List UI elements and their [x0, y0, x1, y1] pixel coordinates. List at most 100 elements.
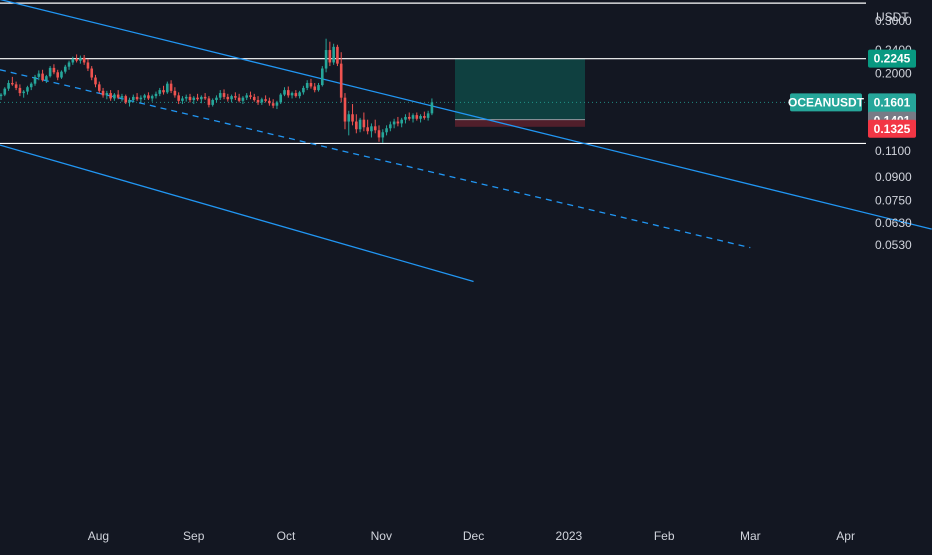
candle[interactable]: [124, 94, 128, 105]
candle[interactable]: [370, 123, 373, 138]
candle[interactable]: [101, 87, 105, 98]
candle[interactable]: [52, 64, 56, 75]
candle[interactable]: [29, 82, 33, 91]
candle[interactable]: [260, 97, 264, 105]
candle[interactable]: [211, 98, 214, 107]
candle[interactable]: [286, 86, 290, 98]
candle[interactable]: [196, 93, 199, 101]
candle[interactable]: [37, 70, 41, 81]
candle[interactable]: [26, 85, 29, 95]
candle[interactable]: [347, 110, 351, 136]
candle[interactable]: [215, 95, 218, 103]
candle[interactable]: [184, 94, 188, 102]
candle[interactable]: [200, 95, 203, 104]
candle[interactable]: [192, 96, 196, 105]
candle[interactable]: [143, 93, 146, 101]
channel-middle-line[interactable]: [0, 69, 751, 249]
candle[interactable]: [3, 87, 7, 97]
candle[interactable]: [283, 87, 286, 97]
candle[interactable]: [362, 112, 366, 132]
candle[interactable]: [423, 111, 426, 120]
candle[interactable]: [336, 44, 339, 67]
candle[interactable]: [105, 90, 109, 100]
candle[interactable]: [97, 81, 101, 94]
candle[interactable]: [302, 85, 305, 95]
candle[interactable]: [45, 74, 48, 83]
candle[interactable]: [389, 121, 392, 132]
candle[interactable]: [113, 93, 116, 101]
candle[interactable]: [317, 82, 320, 92]
candle[interactable]: [294, 90, 298, 98]
candle[interactable]: [181, 96, 184, 105]
candle[interactable]: [313, 82, 317, 93]
candle[interactable]: [385, 125, 388, 136]
candle[interactable]: [75, 54, 78, 63]
candle[interactable]: [234, 92, 237, 101]
candle[interactable]: [109, 90, 112, 101]
candle[interactable]: [252, 93, 256, 102]
candle[interactable]: [11, 76, 14, 86]
candle[interactable]: [339, 52, 343, 103]
candle[interactable]: [400, 117, 403, 128]
candle[interactable]: [207, 96, 211, 108]
candle[interactable]: [71, 56, 75, 65]
candle[interactable]: [411, 113, 415, 123]
candle[interactable]: [22, 90, 25, 98]
candle[interactable]: [166, 81, 169, 94]
candle[interactable]: [268, 97, 271, 106]
candle[interactable]: [33, 74, 37, 86]
candle[interactable]: [18, 84, 22, 97]
candle[interactable]: [264, 95, 267, 103]
candle[interactable]: [426, 110, 430, 121]
candle[interactable]: [419, 114, 422, 123]
candle[interactable]: [305, 80, 309, 91]
candle[interactable]: [241, 96, 245, 105]
price-axis[interactable]: USDT0.50000.40000.30000.24000.20000.1100…: [875, 0, 912, 252]
candle[interactable]: [203, 93, 207, 101]
candle[interactable]: [373, 119, 377, 134]
candle[interactable]: [7, 80, 10, 91]
candle[interactable]: [132, 94, 135, 103]
candle[interactable]: [321, 66, 324, 87]
candle[interactable]: [407, 112, 411, 121]
candle[interactable]: [279, 93, 283, 105]
time-axis[interactable]: Aug Sep Oct Nov Dec 2023 Feb Mar Apr: [88, 529, 855, 543]
candle[interactable]: [79, 55, 82, 64]
candle[interactable]: [404, 114, 407, 124]
candle[interactable]: [351, 104, 354, 126]
channel-upper-line[interactable]: [0, 0, 932, 230]
profit-zone[interactable]: [455, 58, 585, 120]
candle[interactable]: [154, 91, 158, 99]
candle[interactable]: [355, 114, 358, 134]
candle[interactable]: [392, 118, 396, 129]
candle[interactable]: [396, 116, 400, 127]
candle[interactable]: [169, 80, 173, 94]
trend-channel[interactable]: [0, 0, 932, 283]
channel-lower-line[interactable]: [0, 144, 474, 283]
candle[interactable]: [150, 94, 154, 102]
candle[interactable]: [415, 112, 419, 121]
candle[interactable]: [249, 91, 252, 100]
candle[interactable]: [48, 66, 52, 78]
candle[interactable]: [41, 69, 44, 82]
candle[interactable]: [377, 125, 381, 142]
candle[interactable]: [128, 97, 131, 107]
horizontal-levels[interactable]: [0, 0, 866, 145]
candle[interactable]: [135, 93, 139, 101]
candle[interactable]: [86, 58, 90, 72]
candle[interactable]: [324, 38, 328, 73]
candle[interactable]: [63, 64, 67, 74]
candle[interactable]: [60, 70, 63, 79]
candle[interactable]: [14, 81, 18, 91]
candle[interactable]: [82, 54, 86, 65]
candle[interactable]: [366, 119, 369, 135]
candle[interactable]: [173, 87, 177, 98]
candle[interactable]: [90, 66, 94, 81]
candle[interactable]: [332, 43, 335, 65]
candle[interactable]: [271, 99, 275, 109]
candle[interactable]: [226, 93, 230, 102]
candle[interactable]: [147, 92, 150, 101]
position-tool[interactable]: [455, 58, 585, 127]
